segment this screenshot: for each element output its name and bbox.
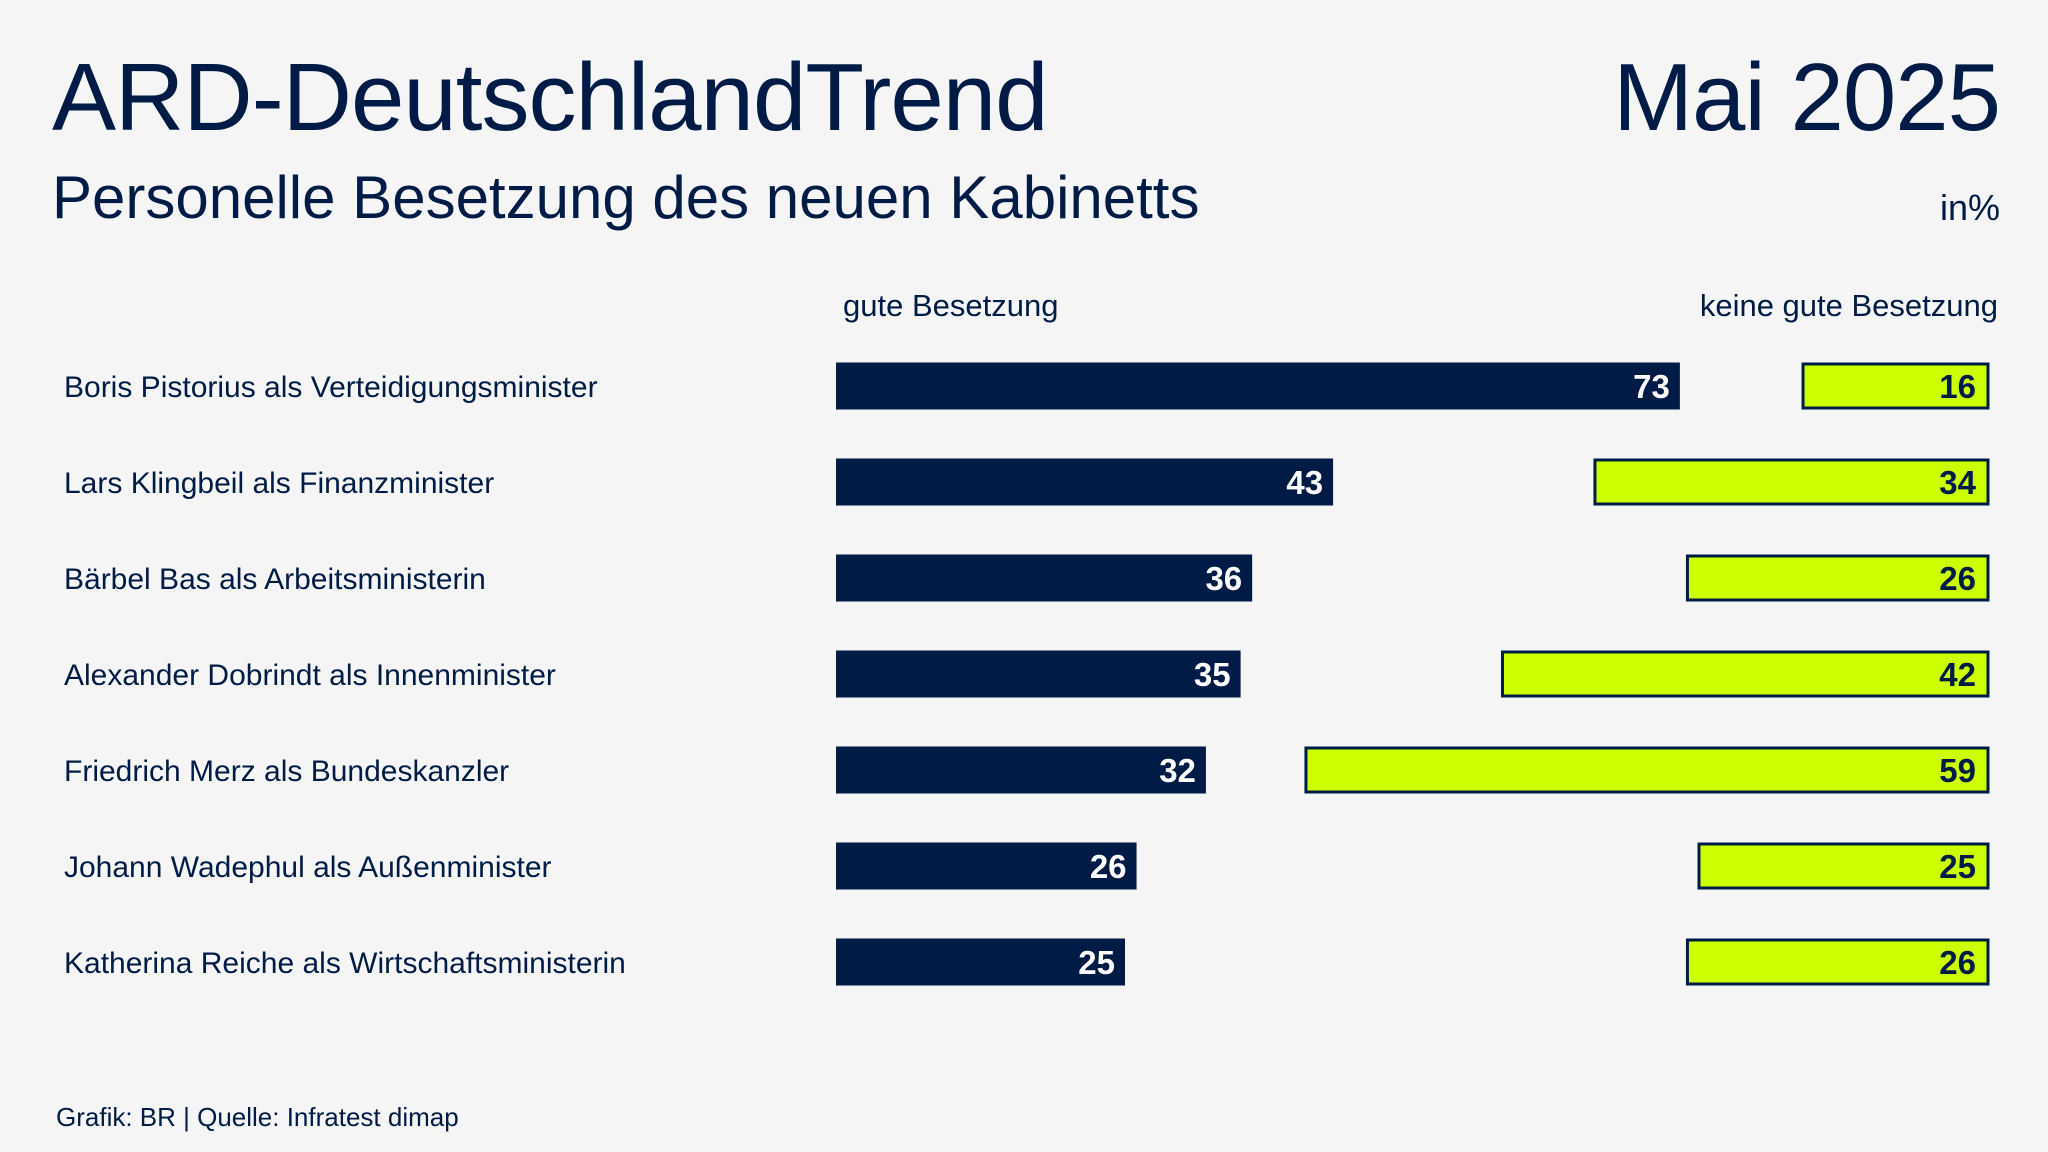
data-label-good: 73 bbox=[1633, 368, 1670, 405]
data-label-bad: 25 bbox=[1939, 848, 1976, 885]
bar-bad bbox=[1593, 458, 1990, 506]
data-label-good: 35 bbox=[1194, 656, 1231, 693]
data-label-bad: 42 bbox=[1939, 656, 1976, 693]
data-label-bad: 59 bbox=[1939, 752, 1976, 789]
data-label-bad: 26 bbox=[1939, 560, 1976, 597]
category-label: Katherina Reiche als Wirtschaftsminister… bbox=[64, 947, 626, 980]
bar-bad bbox=[1801, 362, 1990, 410]
data-label-good: 25 bbox=[1078, 944, 1115, 981]
bar-bad bbox=[1685, 554, 1990, 602]
data-label-good: 36 bbox=[1205, 560, 1242, 597]
survey-date: Mai 2025 bbox=[1613, 44, 2001, 151]
category-label: Bärbel Bas als Arbeitsministerin bbox=[64, 563, 486, 596]
data-label-good: 26 bbox=[1090, 848, 1127, 885]
category-label: Alexander Dobrindt als Innenminister bbox=[64, 659, 556, 692]
bar-good bbox=[836, 842, 1137, 890]
bar-bad bbox=[1685, 938, 1990, 986]
series-header-good: gute Besetzung bbox=[843, 288, 1059, 323]
bar-good bbox=[836, 458, 1334, 506]
category-label: Lars Klingbeil als Finanzminister bbox=[64, 467, 494, 500]
category-label: Boris Pistorius als Verteidigungsministe… bbox=[64, 371, 598, 404]
data-label-good: 32 bbox=[1159, 752, 1196, 789]
category-label: Friedrich Merz als Bundeskanzler bbox=[64, 755, 509, 788]
bar-good bbox=[836, 362, 1680, 410]
bar-bad bbox=[1500, 650, 1990, 698]
bar-good bbox=[836, 938, 1125, 986]
data-label-bad: 16 bbox=[1939, 368, 1976, 405]
data-label-good: 43 bbox=[1286, 464, 1323, 501]
bar-bad bbox=[1304, 746, 1990, 794]
bar-good bbox=[836, 650, 1241, 698]
source-note: Grafik: BR | Quelle: Infratest dimap bbox=[56, 1102, 459, 1132]
series-header-bad: keine gute Besetzung bbox=[1699, 288, 1998, 323]
unit-label: in% bbox=[1939, 187, 2000, 228]
bar-good bbox=[836, 746, 1206, 794]
data-label-bad: 26 bbox=[1939, 944, 1976, 981]
chart-subtitle: Personelle Besetzung des neuen Kabinetts bbox=[52, 164, 1200, 231]
data-label-bad: 34 bbox=[1939, 464, 1976, 501]
bar-bad bbox=[1697, 842, 1990, 890]
bar-good bbox=[836, 554, 1253, 602]
chart-title: ARD-DeutschlandTrend bbox=[52, 44, 1049, 151]
category-label: Johann Wadephul als Außenminister bbox=[64, 851, 552, 884]
